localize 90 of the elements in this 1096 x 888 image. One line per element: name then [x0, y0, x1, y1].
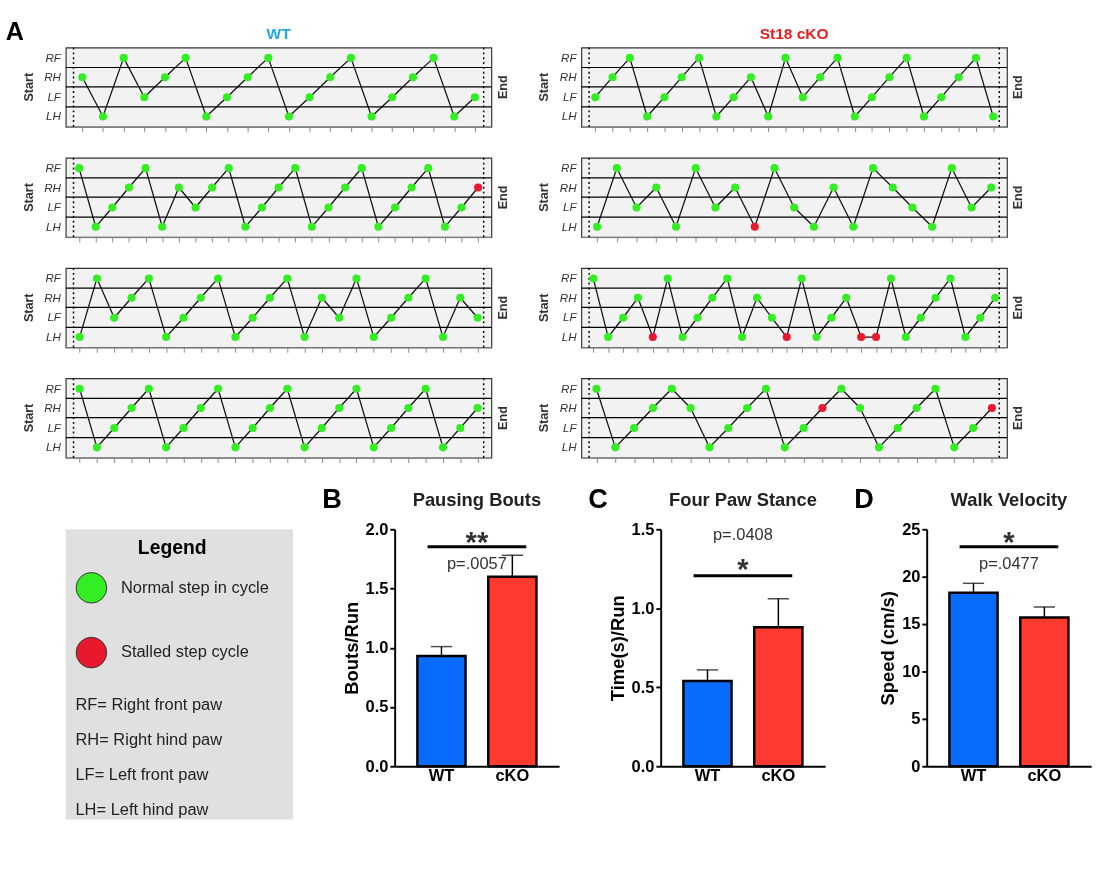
text: End: [495, 75, 510, 100]
text: End: [495, 295, 510, 320]
text: RH: [44, 401, 62, 415]
text: LH: [46, 329, 62, 343]
text: LH: [561, 440, 578, 454]
text: LF: [47, 200, 62, 214]
y-tick-label: 2.0: [365, 519, 389, 538]
text: RF: [45, 161, 62, 175]
text: B: [322, 483, 342, 514]
text: RF: [561, 161, 578, 175]
text: RH: [559, 180, 578, 194]
y-tick-label: 0: [911, 756, 921, 775]
text: Start: [537, 402, 552, 433]
text: LF: [563, 420, 578, 434]
annotation: *: [737, 552, 750, 585]
text: RH= Right hind paw: [75, 729, 223, 748]
text: RF: [45, 50, 62, 64]
chart-title: Pausing Bouts: [412, 489, 542, 511]
chart-title: Four Paw Stance: [668, 489, 817, 511]
text: End: [1011, 75, 1026, 100]
text: RH: [559, 70, 578, 84]
text: LH: [46, 109, 62, 123]
y-tick-label: 10: [902, 661, 921, 680]
text: End: [1011, 295, 1026, 320]
text: Start: [537, 72, 552, 102]
x-tick-label: WT: [960, 766, 987, 785]
x-tick-label: cKO: [495, 766, 530, 785]
text: LF: [47, 420, 62, 434]
text: RH: [44, 180, 62, 194]
x-tick-label: cKO: [761, 766, 796, 785]
text: Start: [21, 182, 36, 212]
text: LF: [47, 310, 62, 324]
text: LF: [47, 89, 62, 103]
y-axis-title: Bouts/Run: [340, 601, 362, 695]
category-label: Normal step in cycle: [120, 577, 269, 596]
text: C: [588, 483, 608, 514]
text: LH: [561, 219, 578, 233]
text: Start: [21, 292, 36, 323]
text: RF: [45, 271, 62, 285]
text: Start: [537, 182, 552, 212]
text: RF: [561, 50, 578, 64]
text: LF: [563, 89, 578, 103]
text: RF: [561, 271, 578, 285]
x-tick-label: cKO: [1027, 766, 1062, 785]
y-tick-label: 1.5: [365, 578, 389, 597]
text: RF= Right front paw: [75, 695, 223, 714]
y-axis-title: Speed (cm/s): [877, 591, 899, 706]
text: Legend: [137, 536, 207, 559]
y-tick-label: 0.0: [631, 756, 655, 775]
text: RH: [559, 290, 578, 304]
text: LH: [561, 329, 578, 343]
annotation: p=.0408: [712, 524, 773, 543]
chart-title: WT: [266, 24, 292, 42]
text: D: [854, 483, 874, 514]
chart-title: Walk Velocity: [950, 489, 1069, 511]
text: End: [495, 185, 510, 210]
text: End: [1011, 406, 1026, 430]
y-tick-label: 1.0: [365, 638, 389, 657]
text: Start: [537, 292, 552, 323]
text: LF= Left front paw: [75, 764, 209, 783]
y-axis-title: Time(s)/Run: [606, 595, 628, 702]
text: Start: [21, 402, 36, 433]
y-tick-label: 15: [902, 614, 921, 633]
y-tick-label: 0.5: [365, 697, 389, 716]
x-tick-label: WT: [428, 766, 455, 785]
text: LH: [46, 440, 62, 454]
category-label: Stalled step cycle: [120, 642, 249, 661]
text: LH= Left hind paw: [75, 799, 209, 818]
text: End: [1011, 185, 1026, 210]
y-tick-label: 0.5: [631, 677, 655, 696]
text: RH: [44, 70, 62, 84]
y-tick-label: 25: [902, 519, 921, 538]
x-tick-label: WT: [694, 766, 721, 785]
text: Start: [21, 72, 36, 102]
y-tick-label: 20: [902, 567, 921, 585]
text: End: [495, 406, 510, 430]
text: RF: [45, 381, 62, 395]
y-tick-label: 5: [911, 709, 921, 728]
y-tick-label: 1.0: [631, 598, 655, 617]
text: RF: [561, 381, 578, 395]
text: RH: [559, 401, 578, 415]
chart-title: St18 cKO: [759, 24, 829, 42]
text: LF: [563, 310, 578, 324]
text: A: [5, 16, 24, 45]
y-tick-label: 0.0: [365, 756, 389, 775]
text: RH: [44, 290, 62, 304]
text: LH: [46, 219, 62, 233]
text: LH: [561, 109, 578, 123]
y-tick-label: 1.5: [631, 519, 655, 538]
text: LF: [563, 200, 578, 214]
